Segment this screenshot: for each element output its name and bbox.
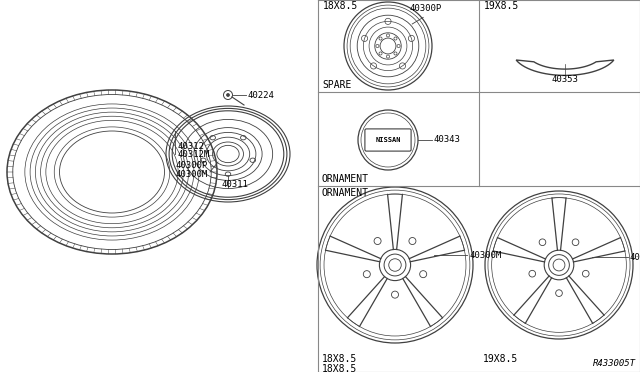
Text: 40300M: 40300M [630, 253, 640, 262]
Text: 40300M: 40300M [469, 250, 501, 260]
Text: 40300M: 40300M [176, 170, 208, 179]
Text: 40300P: 40300P [176, 161, 208, 170]
Text: 40300P: 40300P [410, 4, 442, 13]
Text: 40224: 40224 [248, 90, 275, 99]
Text: SPARE: SPARE [322, 80, 351, 90]
Text: 40343: 40343 [434, 135, 461, 144]
Text: 19X8.5: 19X8.5 [484, 1, 519, 11]
Text: 19X8.5: 19X8.5 [483, 354, 518, 364]
Text: ORNAMENT: ORNAMENT [322, 188, 369, 198]
Text: ORNAMENT: ORNAMENT [322, 174, 369, 184]
Text: 40312M: 40312M [177, 150, 209, 159]
Text: 40311: 40311 [222, 180, 249, 189]
Text: 18X8.5: 18X8.5 [322, 364, 357, 372]
Text: R433005T: R433005T [593, 359, 636, 368]
Text: 40312: 40312 [177, 142, 204, 151]
Circle shape [227, 93, 230, 96]
Text: 40353: 40353 [552, 76, 579, 84]
Text: 18X8.5: 18X8.5 [322, 354, 357, 364]
Text: NISSAN: NISSAN [375, 137, 401, 143]
Ellipse shape [60, 131, 164, 213]
Text: 18X8.5: 18X8.5 [323, 1, 358, 11]
